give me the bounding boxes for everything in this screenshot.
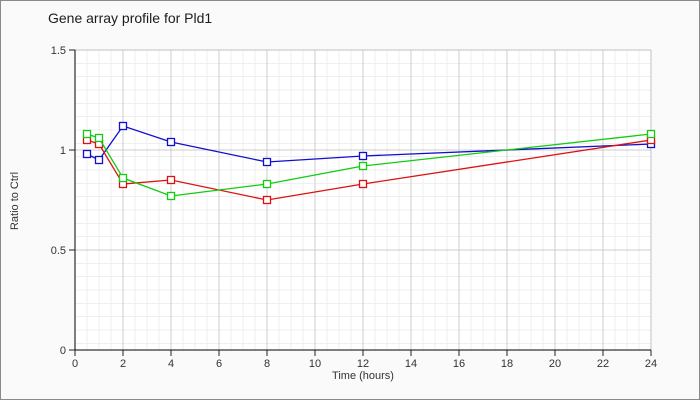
y-tick-label: 0 (60, 345, 66, 357)
x-tick-label: 24 (645, 358, 657, 370)
series-blue-marker (94, 155, 104, 165)
x-tick-label: 20 (549, 358, 561, 370)
series-red-marker (358, 179, 368, 189)
x-tick-label: 2 (120, 358, 126, 370)
y-axis-title: Ratio to Ctrl (9, 101, 21, 301)
series-blue-markers (82, 121, 656, 167)
series-blue-marker (118, 121, 128, 131)
x-tick-label: 12 (357, 358, 369, 370)
x-tick-label: 16 (453, 358, 465, 370)
x-tick-label: 14 (405, 358, 417, 370)
series-blue-marker (82, 149, 92, 159)
series-green-markers (82, 129, 656, 201)
x-tick-label: 18 (501, 358, 513, 370)
series-blue-marker (166, 137, 176, 147)
y-tick-label: 1 (60, 145, 66, 157)
series-green-marker (118, 173, 128, 183)
x-tick-label: 0 (72, 358, 78, 370)
y-axis-title-text: Ratio to Ctrl (9, 171, 21, 231)
series-blue-marker (358, 151, 368, 161)
series-green-marker (94, 133, 104, 143)
series-green-marker (82, 129, 92, 139)
x-tick-label: 10 (309, 358, 321, 370)
series-blue-marker (262, 157, 272, 167)
x-tick-label: 22 (597, 358, 609, 370)
series-green-marker (166, 191, 176, 201)
x-tick-label: 8 (264, 358, 270, 370)
series-green-marker (646, 129, 656, 139)
chart-title: Gene array profile for Pld1 (48, 10, 213, 26)
series-red-marker (166, 175, 176, 185)
y-tick-label: 0.5 (51, 245, 66, 257)
series-green-marker (262, 179, 272, 189)
x-axis-title-text: Time (hours) (332, 370, 394, 382)
series-red-marker (262, 195, 272, 205)
x-tick-label: 6 (216, 358, 222, 370)
ticks (69, 49, 652, 356)
x-axis-title: Time (hours) (1, 370, 699, 382)
series-green-marker (358, 161, 368, 171)
x-tick-label: 4 (168, 358, 174, 370)
y-tick-label: 1.5 (51, 45, 66, 57)
